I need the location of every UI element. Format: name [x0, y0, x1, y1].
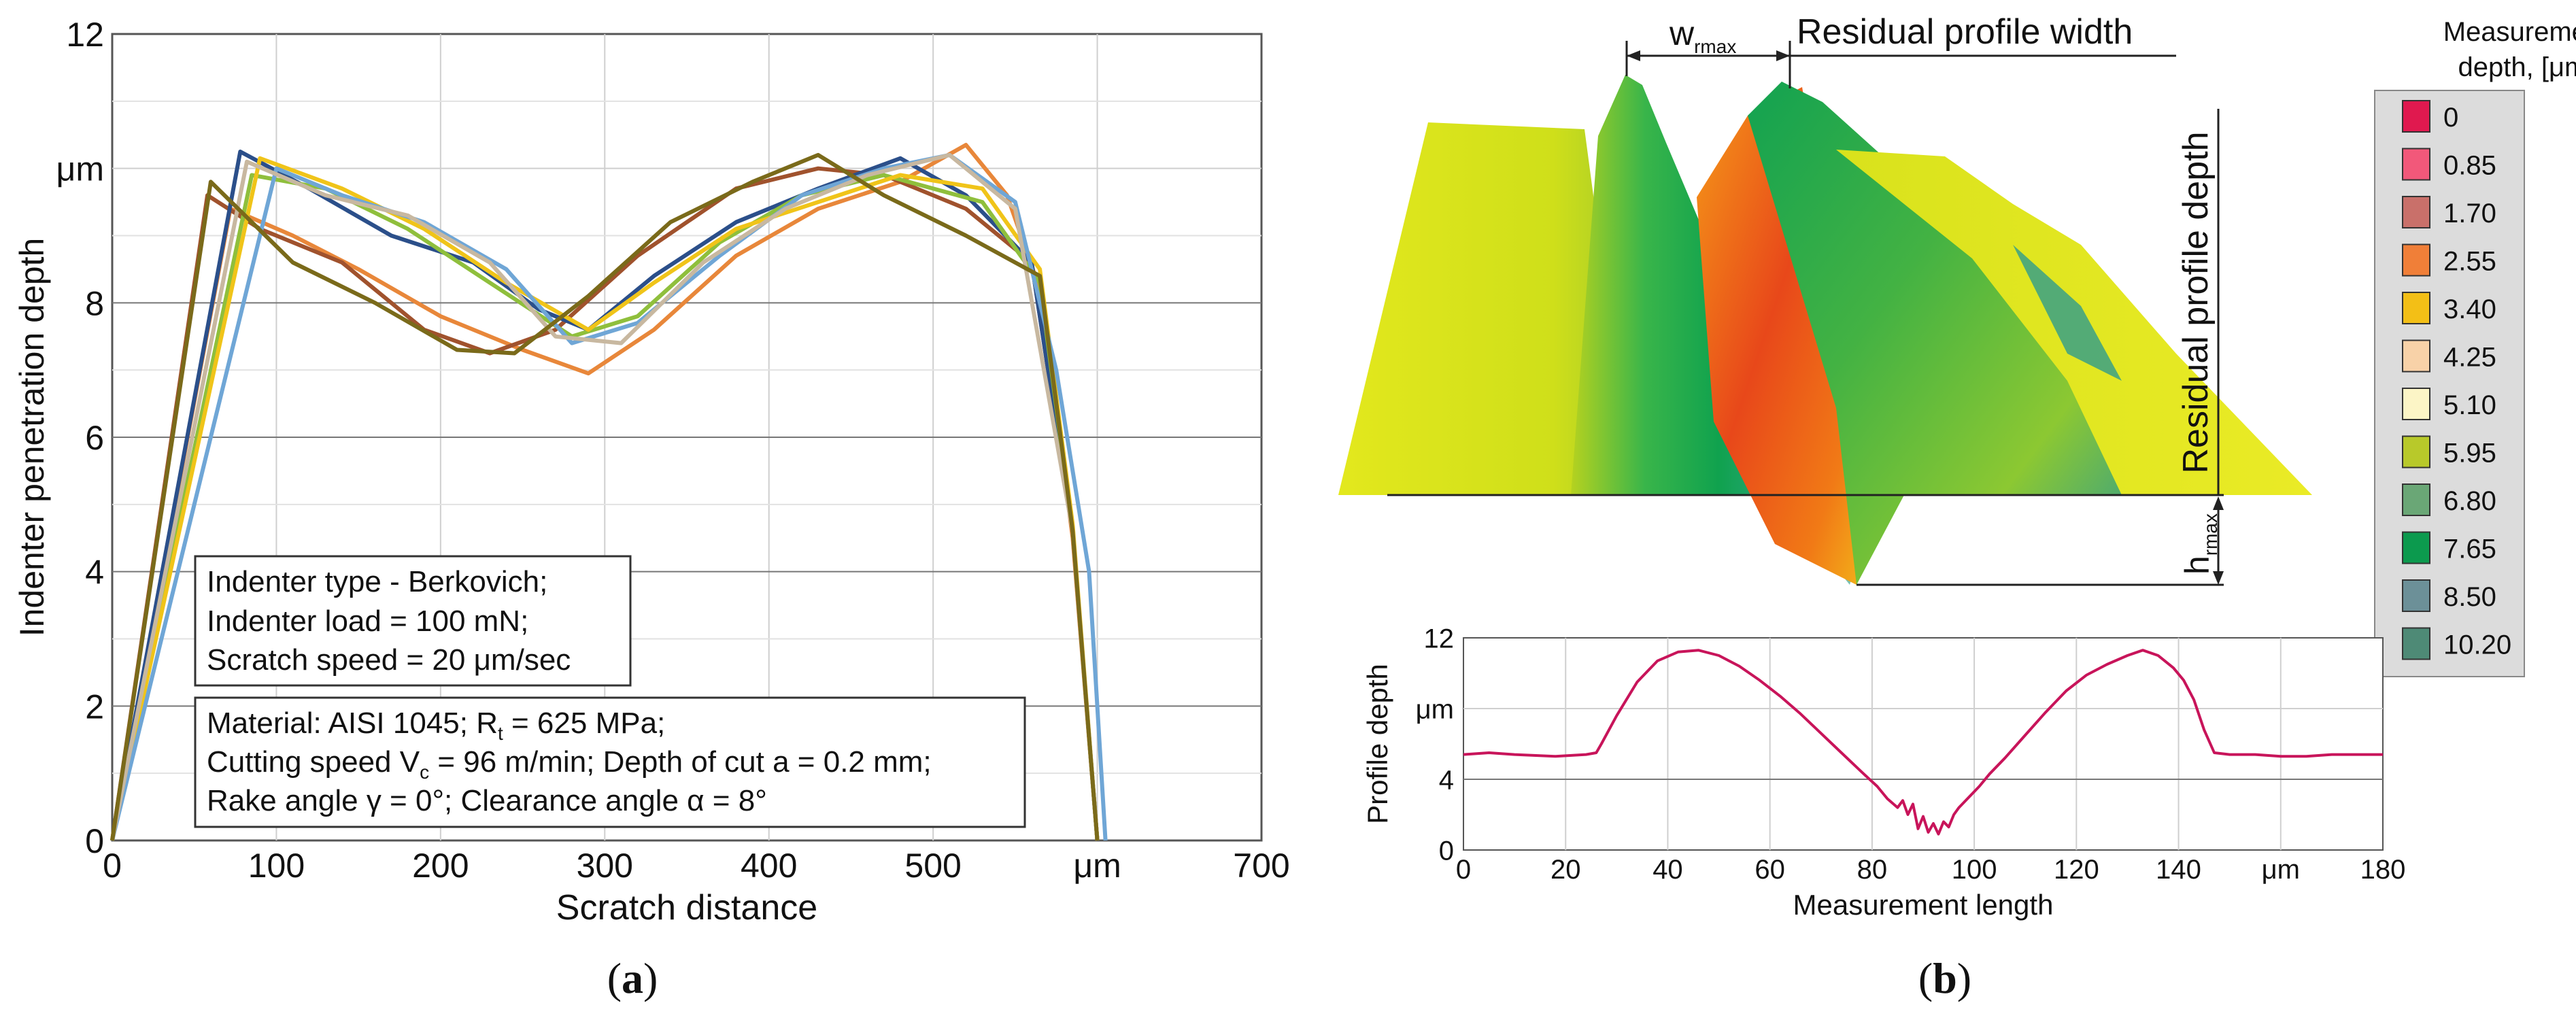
legend-swatch — [2402, 531, 2430, 564]
y-axis-label-b: Profile depth — [1361, 664, 1393, 824]
legend-swatch — [2402, 388, 2430, 420]
b-x-tick-label: 40 — [1653, 855, 1683, 885]
legend-label: 4.25 — [2443, 343, 2496, 373]
info-indenter-type: Indenter type - Berkovich; — [207, 565, 547, 598]
legend-items: 0 0.85 1.70 2.55 3.40 4.25 5.10 5.95 6.80 7.65 8.5… — [2402, 100, 2511, 660]
info-cutting-speed: Cutting speed Vc = 96 m/min; Depth of cu… — [207, 745, 932, 783]
b-x-tick-label: 180 — [2360, 855, 2406, 885]
b-x-tick-label: 100 — [1952, 855, 1997, 885]
surface-ridge-edge — [2013, 245, 2122, 381]
legend-title-line1: Measurement — [2443, 17, 2576, 47]
b-x-tick-label: 20 — [1550, 855, 1581, 885]
a-x-tick-label: 0 — [103, 847, 122, 885]
legend-label: 5.10 — [2443, 390, 2496, 420]
legend-box — [2374, 90, 2525, 677]
legend-title-line2: depth, [μm] — [2458, 52, 2576, 82]
legend-swatch — [2402, 579, 2430, 612]
a-x-tick-label: 700 — [1233, 847, 1289, 885]
plot-b-frame — [1463, 637, 2384, 851]
x-axis-label-b: Measurement length — [1793, 889, 2054, 921]
b-x-tick-label: 120 — [2054, 855, 2099, 885]
info-indenter-load: Indenter load = 100 mN; — [207, 605, 528, 638]
legend-label: 0.85 — [2443, 151, 2496, 181]
b-x-tick-label: 60 — [1755, 855, 1785, 885]
a-x-tick-label: 200 — [412, 847, 469, 885]
legend-label: 1.70 — [2443, 199, 2496, 228]
a-x-tick-label: 100 — [248, 847, 305, 885]
h-rmax-label: hrmax — [2178, 513, 2221, 575]
b-x-tick-label: μm — [2262, 855, 2300, 885]
surface-groove — [1697, 87, 1867, 585]
legend-swatch — [2402, 100, 2430, 133]
x-axis-label-a: Scratch distance — [556, 888, 817, 928]
plot-b: 0 20 40 60 80 100 120 140 μm 180 0 4 μm 12 — [1416, 624, 2406, 885]
legend-swatch — [2402, 196, 2430, 228]
b-y-tick-label: 4 — [1439, 765, 1454, 795]
legend-swatch — [2402, 339, 2430, 373]
legend-label: 8.50 — [2443, 582, 2496, 612]
series-line-test-7 — [110, 152, 1100, 841]
residual-depth-label: Residual profile depth — [2176, 132, 2216, 474]
legend-swatch — [2402, 243, 2430, 277]
panel-label-a: (a) — [607, 954, 658, 1002]
a-y-tick-label: 8 — [85, 284, 104, 322]
legend-swatch — [2402, 292, 2430, 324]
surface-3d — [1338, 75, 2312, 585]
legend-label: 3.40 — [2443, 294, 2496, 324]
info-angles: Rake angle γ = 0°; Clearance angle α = 8… — [207, 784, 767, 817]
series-line-profile — [1463, 649, 2383, 836]
a-x-tick-label: 400 — [741, 847, 797, 885]
a-x-tick-label: 300 — [577, 847, 633, 885]
a-y-tick-label: μm — [56, 150, 104, 188]
legend-label: 5.95 — [2443, 439, 2496, 469]
legend-swatch — [2402, 148, 2430, 181]
residual-width-label: Residual profile width — [1797, 12, 2133, 52]
w-rmax-label: wrmax — [1669, 14, 1736, 57]
b-y-tick-label: 12 — [1424, 624, 1455, 653]
a-y-tick-label: 4 — [85, 554, 104, 592]
a-y-tick-label: 12 — [66, 16, 104, 54]
series-line-test-2 — [110, 166, 1100, 841]
a-x-tick-label: 500 — [904, 847, 961, 885]
y-axis-label-a: Indenter penetration depth — [13, 238, 51, 637]
legend-swatch — [2402, 483, 2430, 516]
surface-flat-left — [1338, 122, 1646, 495]
annotations-b: wrmax Residual profile width Residual pr… — [1387, 12, 2224, 586]
b-x-tick-label: 80 — [1857, 855, 1888, 885]
legend-label: 0 — [2443, 103, 2458, 133]
a-y-tick-label: 6 — [85, 419, 104, 457]
b-y-tick-label: μm — [1416, 694, 1454, 724]
b-y-tick-label: 0 — [1439, 836, 1454, 866]
surface-ridge-right — [1748, 82, 2122, 585]
legend-label: 10.20 — [2443, 630, 2511, 660]
info-material: Material: AISI 1045; Rt = 625 MPa; — [207, 707, 665, 744]
b-x-tick-label: 140 — [2156, 855, 2201, 885]
a-y-tick-label: 0 — [85, 822, 104, 860]
info-box-indenter: Indenter type - Berkovich; Indenter load… — [194, 555, 632, 687]
info-box-material: Material: AISI 1045; Rt = 625 MPa; Cutti… — [194, 696, 1026, 828]
legend-label: 2.55 — [2443, 247, 2496, 277]
legend-swatch — [2402, 627, 2430, 660]
legend-swatch — [2402, 435, 2430, 469]
legend-label: 7.65 — [2443, 534, 2496, 564]
panel-label-b: (b) — [1918, 954, 1971, 1002]
series-line-test-8 — [110, 152, 1100, 841]
a-x-tick-label: μm — [1073, 847, 1121, 885]
b-x-tick-label: 0 — [1456, 855, 1471, 885]
legend-label: 6.80 — [2443, 486, 2496, 516]
a-y-tick-label: 2 — [85, 687, 104, 726]
info-scratch-speed: Scratch speed = 20 μm/sec — [207, 643, 571, 677]
